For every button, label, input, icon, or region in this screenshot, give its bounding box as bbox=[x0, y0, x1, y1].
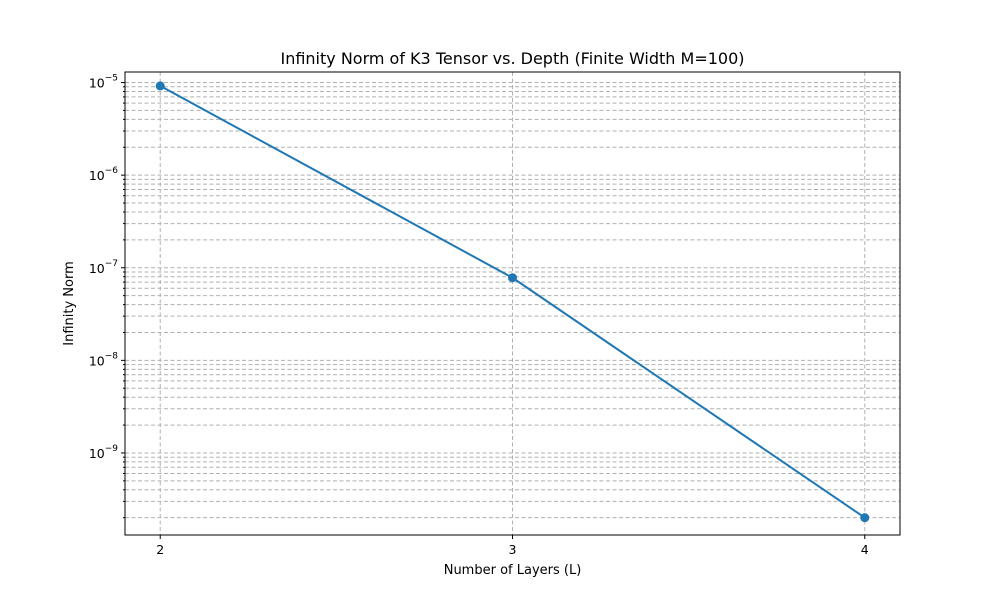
chart-title: Infinity Norm of K3 Tensor vs. Depth (Fi… bbox=[280, 49, 744, 68]
x-tick-label: 4 bbox=[861, 542, 869, 557]
y-tick-label: 10−6 bbox=[89, 166, 118, 183]
x-axis-label: Number of Layers (L) bbox=[444, 563, 582, 578]
y-tick-label: 10−7 bbox=[89, 259, 118, 276]
y-axis-label: Infinity Norm bbox=[62, 261, 77, 346]
data-point bbox=[155, 81, 165, 91]
series-layer bbox=[155, 81, 870, 523]
data-point bbox=[860, 513, 870, 523]
grid bbox=[125, 72, 900, 535]
y-tick-label: 10−5 bbox=[89, 74, 118, 91]
x-tick-label: 3 bbox=[509, 542, 517, 557]
x-tick-label: 2 bbox=[156, 542, 164, 557]
y-tick-label: 10−9 bbox=[89, 444, 118, 461]
x-axis-ticks: 2 3 4 bbox=[156, 535, 869, 557]
y-axis-ticks: 10−9 10−8 10−7 10−6 10−5 bbox=[89, 74, 125, 519]
data-point bbox=[508, 273, 517, 283]
y-tick-label: 10−8 bbox=[89, 351, 118, 368]
